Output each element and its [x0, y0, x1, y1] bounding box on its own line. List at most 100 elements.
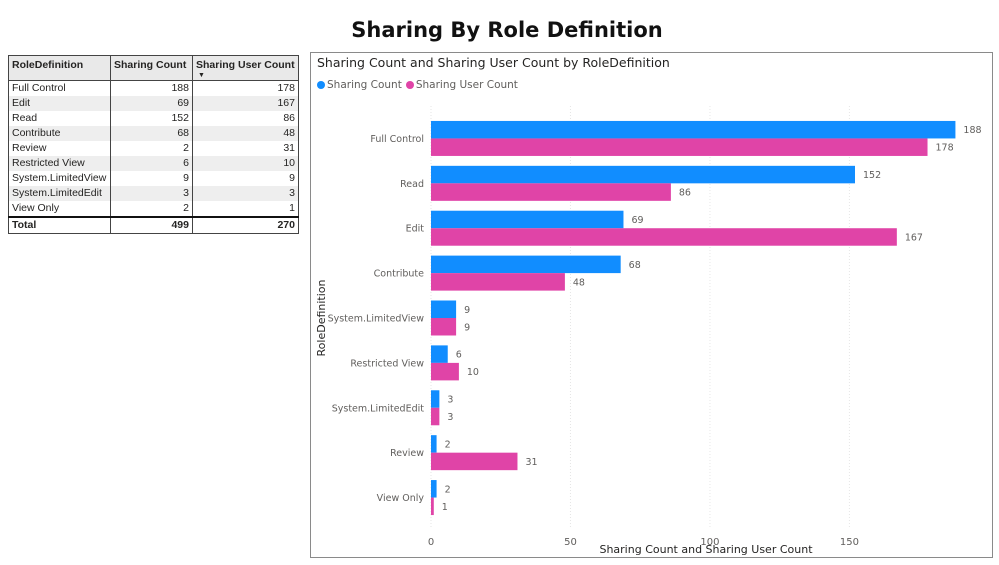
sharing-count-cell: 2 — [110, 141, 193, 156]
legend-label: Sharing Count — [327, 79, 402, 91]
sharing-table: RoleDefinition Sharing Count Sharing Use… — [8, 55, 299, 234]
data-label: 3 — [447, 412, 453, 423]
data-label: 2 — [445, 439, 451, 450]
role-cell: Edit — [8, 96, 111, 111]
data-label: 3 — [447, 395, 453, 406]
legend-dot-icon — [317, 81, 325, 89]
y-category-label: System.LimitedView — [328, 314, 425, 325]
table-row[interactable]: System.LimitedView 9 9 — [8, 171, 299, 186]
column-header-sharing-user-count[interactable]: Sharing User Count ▼ — [192, 55, 299, 81]
bar-sharing-count — [431, 300, 457, 318]
role-cell: Restricted View — [8, 156, 111, 171]
legend-item-sharing-user-count[interactable]: Sharing User Count — [405, 79, 518, 91]
data-label: 178 — [936, 143, 954, 154]
data-label: 31 — [525, 457, 537, 468]
data-label: 1 — [442, 502, 448, 513]
data-label: 152 — [863, 170, 881, 181]
chart-plot: 0 50 100 150 Full Control 188 178 Read 152 86 Edit… — [315, 106, 982, 556]
bar-sharing-count — [431, 255, 621, 274]
sharing-user-count-cell: 178 — [192, 80, 299, 96]
table-row[interactable]: Review 2 31 — [8, 141, 299, 156]
total-row: Total 499 270 — [8, 216, 299, 234]
x-tick-label: 100 — [700, 537, 719, 548]
data-label: 68 — [629, 260, 641, 271]
x-axis-title: Sharing Count and Sharing User Count — [599, 543, 813, 556]
total-sharing-count: 499 — [110, 216, 193, 234]
data-label: 48 — [573, 277, 585, 288]
sharing-count-cell: 3 — [110, 186, 193, 201]
bar-sharing-user-count — [431, 183, 671, 201]
table-row[interactable]: Full Control 188 178 — [8, 80, 299, 96]
legend-label: Sharing User Count — [415, 79, 518, 91]
column-header-role[interactable]: RoleDefinition — [8, 55, 111, 81]
column-header-sharing-count[interactable]: Sharing Count — [110, 55, 193, 81]
sharing-user-count-cell: 10 — [192, 156, 299, 171]
bar-sharing-user-count — [431, 362, 459, 381]
data-label: 9 — [464, 322, 470, 333]
sort-descending-icon: ▼ — [198, 72, 205, 79]
table-row[interactable]: System.LimitedEdit 3 3 — [8, 186, 299, 201]
bar-sharing-count — [431, 165, 855, 184]
page-title: Sharing By Role Definition — [351, 18, 663, 42]
bar-sharing-user-count — [431, 273, 565, 291]
chart-title: Sharing Count and Sharing User Count by … — [317, 55, 670, 70]
total-sharing-user-count: 270 — [192, 216, 299, 234]
bar-sharing-count — [431, 345, 448, 363]
sharing-user-count-cell: 31 — [192, 141, 299, 156]
sharing-count-cell: 2 — [110, 201, 193, 217]
sharing-user-count-cell: 86 — [192, 111, 299, 126]
x-tick-label: 0 — [428, 537, 434, 548]
bar-chart-visual[interactable]: Sharing Count and Sharing User Count by … — [310, 52, 993, 558]
bar-sharing-user-count — [431, 138, 928, 156]
sharing-count-cell: 152 — [110, 111, 193, 126]
bar-sharing-user-count — [431, 228, 897, 246]
bar-sharing-user-count — [431, 452, 518, 471]
x-tick-label: 150 — [840, 537, 859, 548]
sharing-user-count-cell: 48 — [192, 126, 299, 141]
bar-sharing-user-count — [431, 497, 434, 516]
role-cell: System.LimitedEdit — [8, 186, 111, 201]
bar-sharing-user-count — [431, 407, 440, 426]
y-category-label: System.LimitedEdit — [332, 403, 425, 414]
sharing-count-cell: 6 — [110, 156, 193, 171]
bar-sharing-count — [431, 435, 437, 453]
table-row[interactable]: Restricted View 6 10 — [8, 156, 299, 171]
role-cell: View Only — [8, 201, 111, 217]
sharing-count-cell: 9 — [110, 171, 193, 186]
bar-sharing-count — [431, 480, 437, 498]
data-label: 9 — [464, 305, 470, 316]
bar-sharing-count — [431, 390, 440, 408]
table-row[interactable]: View Only 2 1 — [8, 201, 299, 217]
table-row[interactable]: Edit 69 167 — [8, 96, 299, 111]
data-label: 86 — [679, 188, 691, 199]
role-cell: Review — [8, 141, 111, 156]
legend-dot-icon — [405, 81, 414, 89]
sharing-count-cell: 69 — [110, 96, 193, 111]
table-row[interactable]: Contribute 68 48 — [8, 126, 299, 141]
role-cell: Full Control — [8, 80, 111, 96]
y-category-label: Restricted View — [350, 358, 424, 369]
y-category-label: Contribute — [374, 269, 425, 280]
sharing-count-cell: 68 — [110, 126, 193, 141]
legend-item-sharing-count[interactable]: Sharing Count — [317, 79, 402, 91]
y-category-label: Full Control — [370, 134, 424, 145]
sharing-user-count-cell: 1 — [192, 201, 299, 217]
y-axis-title: RoleDefinition — [315, 279, 328, 356]
bar-sharing-count — [431, 120, 956, 139]
sharing-count-cell: 188 — [110, 80, 193, 96]
data-label: 167 — [905, 232, 923, 243]
data-label: 6 — [456, 350, 462, 361]
y-category-label: View Only — [377, 493, 425, 504]
y-category-label: Review — [390, 448, 424, 459]
role-cell: Read — [8, 111, 111, 126]
data-label: 188 — [963, 125, 981, 136]
bar-sharing-user-count — [431, 318, 457, 336]
data-label: 2 — [445, 484, 451, 495]
data-label: 10 — [467, 367, 479, 378]
bar-sharing-count — [431, 210, 624, 229]
total-label: Total — [8, 216, 111, 234]
data-label: 69 — [631, 215, 643, 226]
table-row[interactable]: Read 152 86 — [8, 111, 299, 126]
role-cell: Contribute — [8, 126, 111, 141]
sharing-user-count-cell: 167 — [192, 96, 299, 111]
